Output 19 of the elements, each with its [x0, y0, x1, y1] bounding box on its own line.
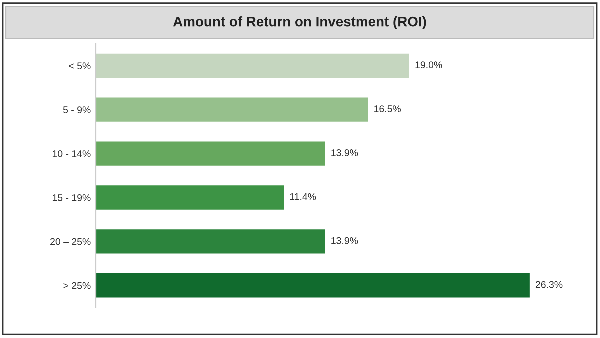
y-tick-label: 15 - 19%	[52, 194, 91, 202]
bar	[96, 54, 410, 78]
bar	[96, 274, 530, 298]
data-label: 11.4%	[290, 194, 316, 200]
bar	[96, 230, 326, 254]
data-label: 13.9%	[332, 150, 358, 156]
data-label: 26.3%	[536, 281, 563, 288]
bar	[96, 142, 326, 166]
bar	[96, 186, 284, 210]
data-label: 13.9%	[332, 237, 358, 244]
chart-title: Amount of Return on Investment (ROI)	[173, 16, 426, 30]
y-tick-label: 10 - 14%	[52, 150, 91, 158]
data-label: 19.0%	[416, 62, 442, 69]
bar	[96, 98, 368, 122]
data-label: 16.5%	[374, 106, 402, 112]
y-tick-label: 20 – 25%	[50, 238, 91, 246]
y-tick-label: > 25%	[64, 282, 91, 290]
y-tick-label: < 5%	[69, 62, 91, 70]
y-tick-label: 5 - 9%	[63, 106, 91, 114]
